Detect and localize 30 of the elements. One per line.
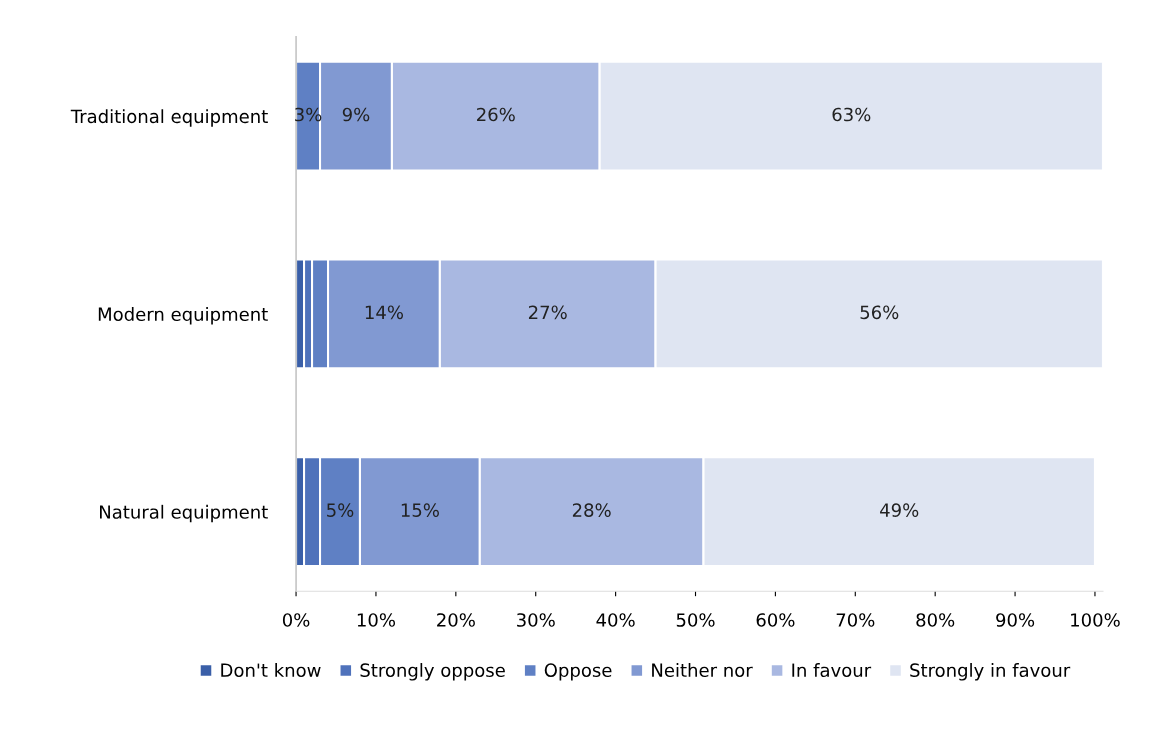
data-label: 26% <box>477 107 515 122</box>
data-label: 5% <box>327 503 354 517</box>
x-tick-label: 60% <box>756 613 795 627</box>
x-tick-label: 10% <box>357 613 396 627</box>
y-tick-label: Modern equipment <box>98 307 268 325</box>
data-label: 63% <box>832 107 871 122</box>
y-tick-label: Traditional equipment <box>70 109 268 127</box>
data-label: 15% <box>401 503 439 517</box>
y-tick-label: Natural equipment <box>100 504 268 523</box>
x-tick-label: 50% <box>676 613 715 627</box>
data-label: 27% <box>528 305 567 320</box>
data-label: 49% <box>880 503 919 517</box>
legend-label: Oppose <box>544 663 612 681</box>
data-label: 28% <box>572 503 611 517</box>
legend-label: Neither nor <box>652 663 753 678</box>
legend-label: Strongly in favour <box>910 663 1071 681</box>
x-tick-label: 80% <box>916 613 955 627</box>
x-tick-label: 40% <box>596 613 635 627</box>
data-label: 9% <box>342 107 370 122</box>
x-tick-label: 70% <box>836 613 875 627</box>
legend-label: Don't know <box>221 663 321 678</box>
x-tick-label: 30% <box>517 613 555 627</box>
x-tick-label: 0% <box>282 613 310 627</box>
data-label: 56% <box>860 305 899 320</box>
data-label: 14% <box>365 305 403 320</box>
x-tick-label: 100% <box>1071 613 1120 627</box>
legend-label: In favour <box>792 663 872 678</box>
legend-label: Strongly oppose <box>360 663 505 681</box>
x-tick-label: 90% <box>996 613 1035 627</box>
x-tick-label: 20% <box>437 613 475 627</box>
